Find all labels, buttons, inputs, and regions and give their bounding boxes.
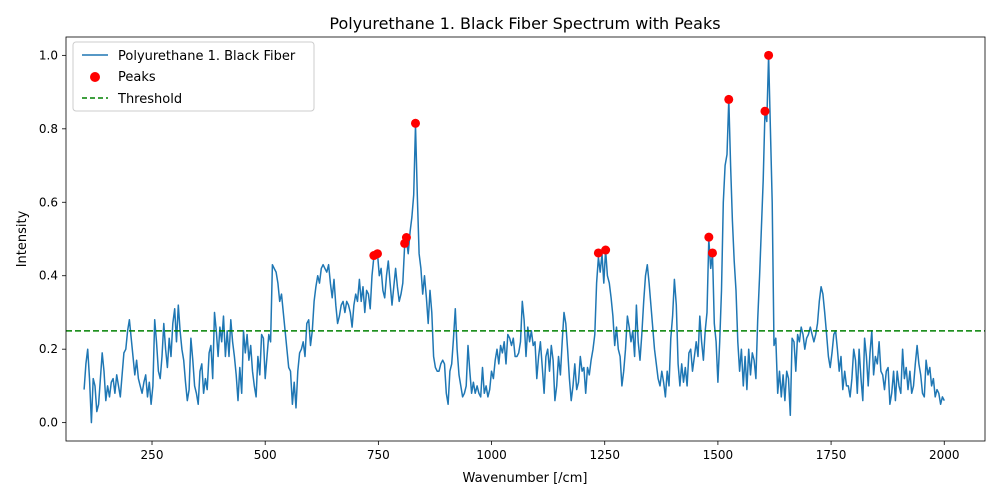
plot-area xyxy=(66,50,985,424)
x-tick-label: 750 xyxy=(367,448,390,462)
peak-marker xyxy=(372,249,382,259)
peak-marker xyxy=(707,248,717,258)
peak-marker xyxy=(764,50,774,60)
x-tick-label: 500 xyxy=(254,448,277,462)
plot-frame xyxy=(65,36,986,442)
legend-box xyxy=(72,41,315,112)
peak-marker xyxy=(704,232,714,242)
peak-marker xyxy=(724,94,734,104)
x-axis: 250 500 750 1000 1250 1500 1750 2000 xyxy=(141,441,960,462)
legend: Polyurethane 1. Black Fiber Peaks Thresh… xyxy=(72,41,315,112)
x-tick-label: 1750 xyxy=(816,448,847,462)
legend-label-threshold: Threshold xyxy=(117,92,182,107)
x-tick-label: 1250 xyxy=(589,448,620,462)
y-tick-label: 0.8 xyxy=(39,122,58,136)
legend-label-peaks: Peaks xyxy=(118,70,156,85)
x-axis-label: Wavenumber [/cm] xyxy=(463,471,588,486)
x-tick-label: 1000 xyxy=(476,448,507,462)
peak-marker xyxy=(410,118,420,128)
x-tick-label: 1500 xyxy=(703,448,734,462)
peak-marker xyxy=(760,106,770,116)
peak-marker xyxy=(401,233,411,243)
y-axis: 0.0 0.2 0.4 0.6 0.8 1.0 xyxy=(39,48,66,430)
peak-marker xyxy=(601,245,611,255)
peak-marker xyxy=(593,248,603,258)
series-line-spectrum xyxy=(83,54,945,424)
y-tick-label: 1.0 xyxy=(39,48,58,62)
chart-title: Polyurethane 1. Black Fiber Spectrum wit… xyxy=(329,14,720,33)
legend-label-spectrum: Polyurethane 1. Black Fiber xyxy=(118,49,296,64)
y-tick-label: 0.2 xyxy=(39,342,58,356)
y-tick-label: 0.0 xyxy=(39,416,58,430)
x-tick-label: 250 xyxy=(141,448,164,462)
y-tick-label: 0.4 xyxy=(39,269,58,283)
legend-peaks-swatch xyxy=(90,72,100,82)
x-tick-label: 2000 xyxy=(929,448,960,462)
y-axis-label: Intensity xyxy=(15,210,30,267)
y-tick-label: 0.6 xyxy=(39,195,58,209)
